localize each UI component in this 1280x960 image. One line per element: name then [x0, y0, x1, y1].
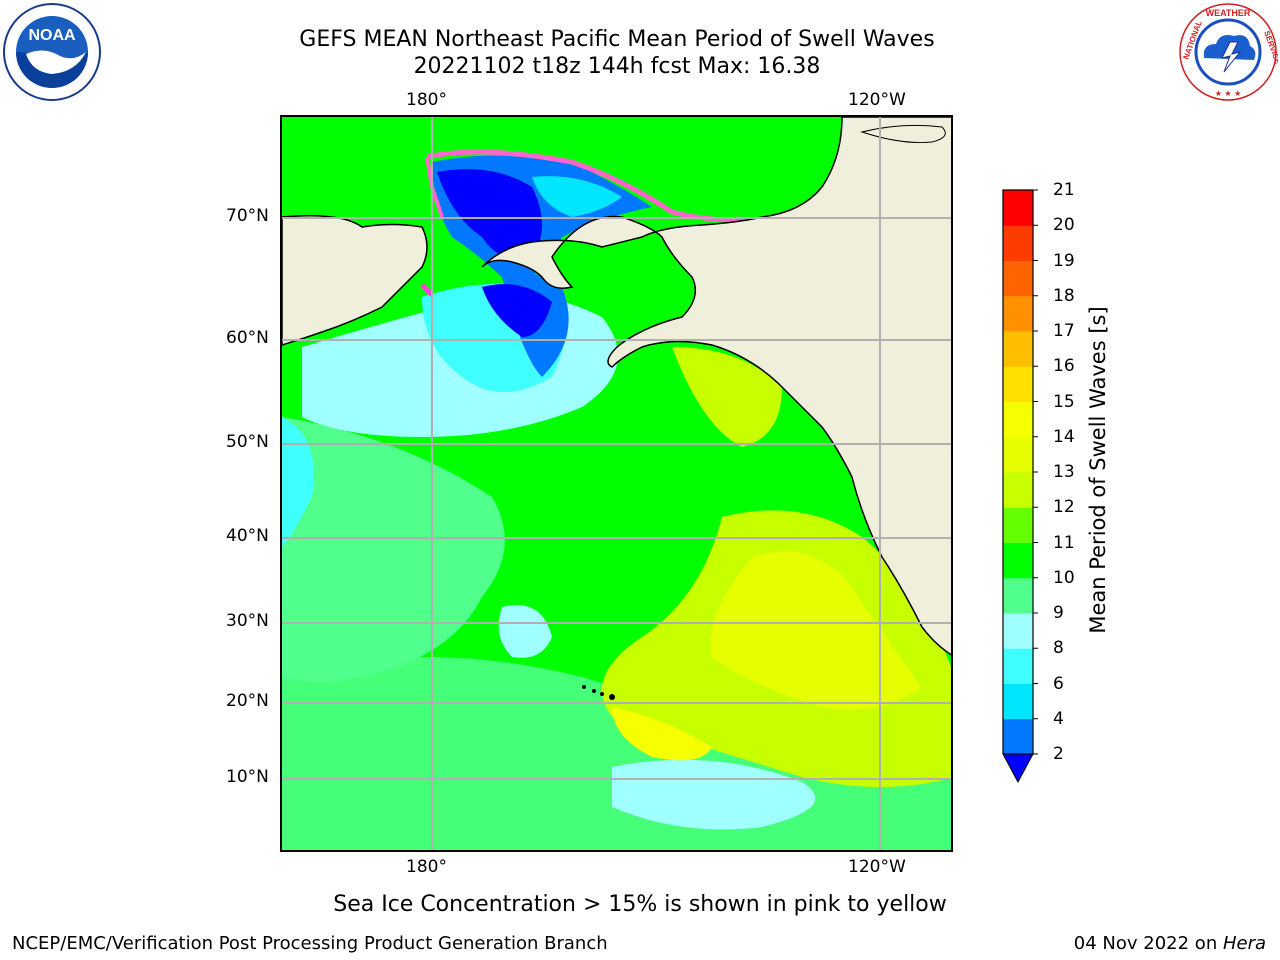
lon-label-top-120w: 120°W: [848, 90, 906, 110]
colorbar-tick-label: 6: [1053, 673, 1064, 694]
colorbar-band: [1003, 472, 1033, 508]
sea-ice-note: Sea Ice Concentration > 15% is shown in …: [333, 892, 947, 917]
colorbar-extend-arrow: [1002, 753, 1034, 784]
colorbar-tick-label: 10: [1053, 567, 1075, 588]
svg-text:★ ★ ★: ★ ★ ★: [1215, 89, 1242, 98]
colorbar-tick-label: 19: [1053, 250, 1075, 271]
colorbar-tick-label: 13: [1053, 462, 1075, 482]
footer-date: 04 Nov 2022 on Hera: [1074, 933, 1266, 954]
colorbar-tick-label: 17: [1053, 321, 1075, 341]
lon-label-top-180: 180°: [406, 90, 447, 110]
map-title: GEFS MEAN Northeast Pacific Mean Period …: [299, 27, 935, 52]
colorbar-band: [1003, 190, 1033, 226]
colorbar-tick-label: 15: [1053, 391, 1075, 412]
colorbar-band: [1003, 507, 1033, 543]
lon-label-bottom-180: 180°: [406, 857, 447, 877]
lat-label-10n: 10°N: [226, 767, 269, 787]
map-panel: [280, 115, 953, 852]
lat-label-70n: 70°N: [226, 206, 269, 226]
lat-label-60n: 60°N: [226, 328, 269, 348]
colorbar-tick-label: 9: [1053, 603, 1064, 623]
colorbar-tick-label: 20: [1053, 215, 1075, 236]
colorbar-band: [1003, 613, 1033, 649]
colorbar-tick-label: 14: [1053, 426, 1075, 447]
svg-text:NOAA: NOAA: [28, 27, 76, 44]
colorbar-band: [1003, 225, 1033, 261]
colorbar-band: [1003, 718, 1033, 755]
lon-label-bottom-120w: 120°W: [848, 857, 906, 877]
lat-label-30n: 30°N: [226, 611, 269, 631]
colorbar-tick-label: 18: [1053, 285, 1075, 306]
colorbar-band: [1003, 295, 1033, 332]
lat-label-20n: 20°N: [226, 691, 269, 711]
colorbar-tick-label: 21: [1053, 180, 1075, 200]
colorbar-tick-label: 2: [1053, 744, 1064, 764]
colorbar-band: [1003, 260, 1033, 297]
colorbar-tick-label: 16: [1053, 356, 1075, 377]
lat-label-50n: 50°N: [226, 432, 269, 452]
lat-label-40n: 40°N: [226, 526, 269, 546]
map-subtitle: 20221102 t18z 144h fcst Max: 16.38: [413, 54, 821, 79]
svg-text:WEATHER: WEATHER: [1206, 8, 1251, 18]
colorbar-band: [1003, 401, 1033, 438]
colorbar-tick-label: 4: [1053, 708, 1064, 729]
colorbar-band: [1003, 577, 1033, 614]
colorbar-band: [1003, 648, 1033, 684]
nws-logo: WEATHER NATIONAL SERVICE ★ ★ ★: [1179, 3, 1278, 101]
colorbar-band: [1003, 683, 1033, 720]
colorbar-tick-label: 8: [1053, 638, 1064, 659]
graticule: [282, 117, 951, 850]
colorbar-band: [1003, 436, 1033, 473]
colorbar: [1002, 189, 1038, 784]
colorbar-tick-label: 11: [1053, 532, 1075, 553]
footer-date-text: 04 Nov 2022 on: [1073, 933, 1223, 954]
colorbar-title: Mean Period of Swell Waves [s]: [1086, 306, 1110, 634]
noaa-logo: NOAA: [3, 3, 101, 101]
colorbar-band: [1003, 542, 1033, 579]
footer-credit: NCEP/EMC/Verification Post Processing Pr…: [12, 933, 608, 954]
colorbar-band: [1003, 331, 1033, 367]
swell-period-field: [282, 117, 951, 850]
colorbar-band: [1003, 366, 1033, 402]
colorbar-tick-label: 12: [1053, 497, 1075, 518]
footer-host: Hera: [1222, 933, 1266, 954]
